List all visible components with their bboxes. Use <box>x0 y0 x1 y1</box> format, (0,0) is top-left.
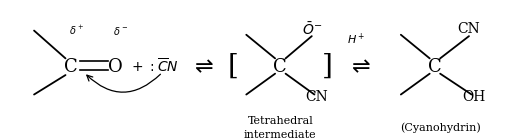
Text: $\delta^+$: $\delta^+$ <box>69 24 83 37</box>
Text: Tetrahedral
intermediate: Tetrahedral intermediate <box>244 116 316 139</box>
Text: CN: CN <box>457 22 481 36</box>
Text: [: [ <box>228 53 238 80</box>
Text: CN: CN <box>305 90 329 104</box>
Text: C: C <box>64 58 78 76</box>
Text: $\rightleftharpoons$: $\rightleftharpoons$ <box>347 57 371 77</box>
Text: $H^+$: $H^+$ <box>347 31 365 47</box>
Text: OH: OH <box>463 90 486 104</box>
Text: ]: ] <box>322 53 333 80</box>
Text: (Cyanohydrin): (Cyanohydrin) <box>400 123 481 133</box>
Text: C: C <box>274 58 287 76</box>
Text: $\delta^-$: $\delta^-$ <box>113 25 128 37</box>
Text: $+\ :\overline{C}N$: $+\ :\overline{C}N$ <box>130 58 179 76</box>
Text: C: C <box>428 58 442 76</box>
Text: O: O <box>108 58 123 76</box>
Text: $\rightleftharpoons$: $\rightleftharpoons$ <box>190 57 214 77</box>
Text: $\bar{O}^{-}$: $\bar{O}^{-}$ <box>302 21 322 38</box>
